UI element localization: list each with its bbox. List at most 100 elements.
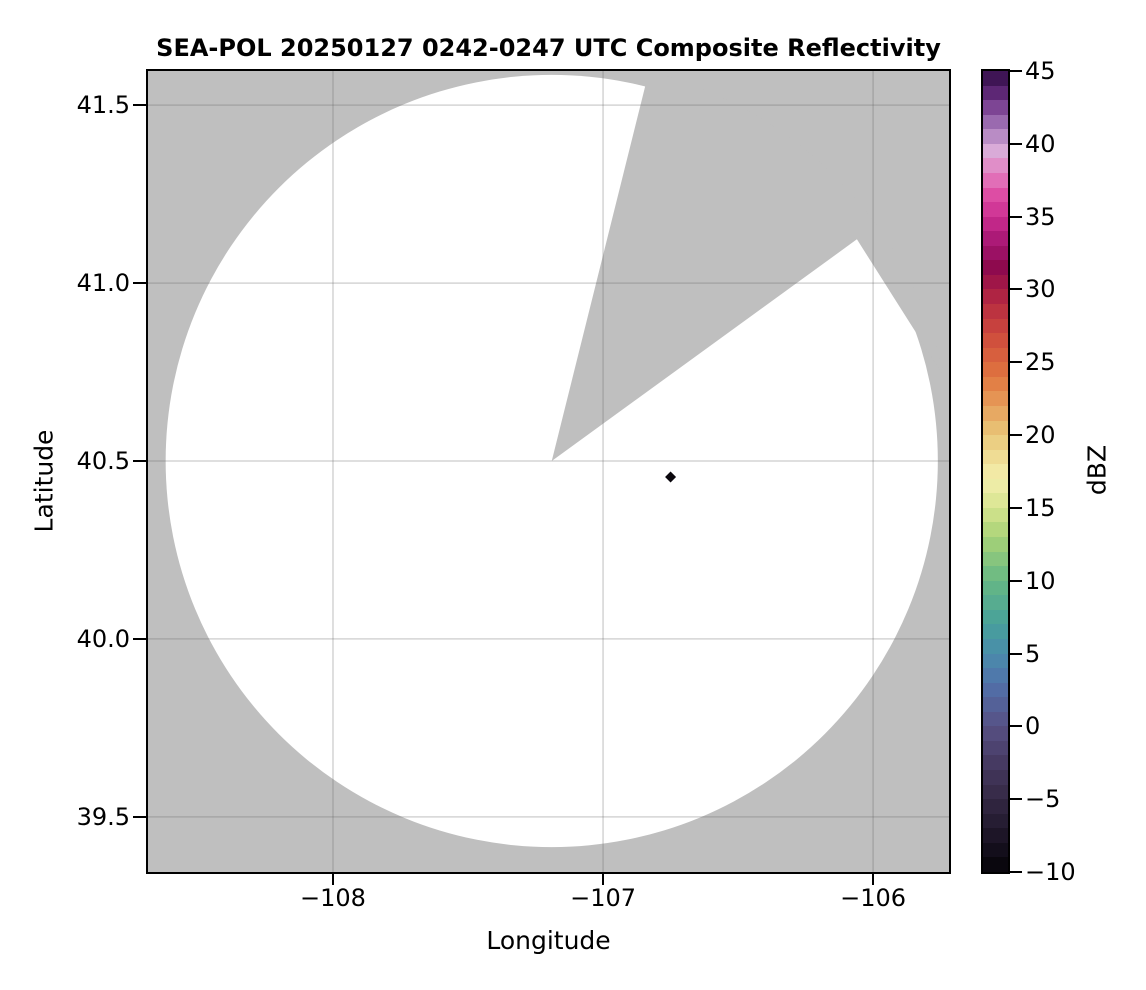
colorbar-cell bbox=[983, 129, 1008, 144]
y-tick-label: 41.0 bbox=[76, 269, 130, 298]
colorbar-cell bbox=[983, 289, 1008, 304]
colorbar-tick-label: 45 bbox=[1025, 57, 1056, 85]
colorbar bbox=[981, 69, 1010, 874]
colorbar-cell bbox=[983, 566, 1008, 581]
colorbar-cell bbox=[983, 857, 1008, 872]
colorbar-cell bbox=[983, 347, 1008, 363]
colorbar-cell bbox=[983, 653, 1008, 669]
colorbar-axis-label: dBZ bbox=[1082, 444, 1112, 496]
colorbar-tick-label: 5 bbox=[1025, 639, 1041, 668]
colorbar-tick-label: 30 bbox=[1025, 275, 1056, 304]
colorbar-cell bbox=[983, 420, 1008, 436]
y-axis-label: Latitude bbox=[29, 429, 59, 533]
colorbar-cell bbox=[983, 158, 1008, 173]
colorbar-cell bbox=[983, 405, 1008, 421]
colorbar-tick-label: 40 bbox=[1025, 129, 1056, 158]
colorbar-cell bbox=[983, 274, 1008, 290]
map-canvas bbox=[148, 71, 949, 872]
colorbar-cell bbox=[983, 449, 1008, 465]
colorbar-cell bbox=[983, 682, 1008, 698]
colorbar-tick-mark bbox=[1009, 871, 1022, 873]
y-tick-mark bbox=[133, 815, 146, 818]
colorbar-tick-label: 10 bbox=[1025, 566, 1056, 595]
colorbar-cell bbox=[983, 391, 1008, 406]
colorbar-cell bbox=[983, 507, 1008, 523]
colorbar-cell bbox=[983, 609, 1008, 625]
colorbar-cell bbox=[983, 726, 1008, 741]
figure-title: SEA-POL 20250127 0242-0247 UTC Composite… bbox=[156, 34, 941, 62]
colorbar-tick-label: 35 bbox=[1025, 202, 1056, 231]
colorbar-cell bbox=[983, 799, 1008, 814]
colorbar-cell bbox=[983, 143, 1008, 159]
x-axis-label: Longitude bbox=[486, 926, 611, 955]
colorbar-cell bbox=[983, 172, 1008, 188]
colorbar-cell bbox=[983, 580, 1008, 596]
y-tick-label: 40.5 bbox=[76, 447, 130, 475]
colorbar-cell bbox=[983, 551, 1008, 567]
colorbar-cell bbox=[983, 537, 1008, 552]
colorbar-tick-label: 15 bbox=[1025, 493, 1056, 522]
x-tick-mark bbox=[602, 874, 605, 885]
y-tick-label: 39.5 bbox=[76, 802, 130, 831]
colorbar-tick-mark bbox=[1009, 70, 1022, 72]
missing-data-sector bbox=[551, 71, 945, 462]
colorbar-cell bbox=[983, 668, 1008, 683]
colorbar-cell bbox=[983, 770, 1008, 785]
colorbar-cell bbox=[983, 522, 1008, 537]
x-tick-label: −106 bbox=[840, 884, 907, 912]
y-tick-mark bbox=[133, 460, 146, 462]
colorbar-cell bbox=[983, 304, 1008, 319]
colorbar-tick-mark bbox=[1009, 142, 1022, 145]
colorbar-cell bbox=[983, 114, 1008, 130]
colorbar-tick-mark bbox=[1009, 434, 1022, 437]
colorbar-tick-mark bbox=[1009, 361, 1022, 364]
colorbar-tick-mark bbox=[1009, 506, 1022, 509]
colorbar-tick-mark bbox=[1009, 652, 1022, 655]
x-tick-mark bbox=[331, 874, 334, 885]
colorbar-cell bbox=[983, 202, 1008, 217]
colorbar-cell bbox=[983, 435, 1008, 450]
colorbar-tick-mark bbox=[1009, 215, 1022, 218]
colorbar-tick-label: 20 bbox=[1025, 421, 1056, 450]
colorbar-cell bbox=[983, 71, 1008, 86]
y-tick-mark bbox=[133, 282, 146, 285]
x-tick-label: −108 bbox=[300, 884, 366, 912]
y-tick-label: 41.5 bbox=[76, 91, 130, 120]
colorbar-cell bbox=[983, 624, 1008, 639]
colorbar-cell bbox=[983, 740, 1008, 756]
x-tick-mark bbox=[872, 874, 875, 885]
colorbar-tick-mark bbox=[1009, 798, 1022, 801]
colorbar-tick-label: −5 bbox=[1025, 785, 1061, 814]
colorbar-cell bbox=[983, 813, 1008, 829]
colorbar-tick-mark bbox=[1009, 288, 1022, 291]
y-tick-mark bbox=[133, 104, 146, 107]
colorbar-tick-label: 25 bbox=[1025, 348, 1056, 377]
colorbar-tick-label: −10 bbox=[1025, 858, 1076, 886]
colorbar-cell bbox=[983, 245, 1008, 261]
colorbar-cell bbox=[983, 842, 1008, 858]
radar-echo-marker bbox=[665, 471, 677, 483]
x-tick-label: −107 bbox=[570, 884, 636, 912]
colorbar-cell bbox=[983, 100, 1008, 115]
colorbar-cell bbox=[983, 85, 1008, 101]
colorbar-cell bbox=[983, 231, 1008, 246]
colorbar-tick-mark bbox=[1009, 579, 1022, 582]
y-tick-label: 40.0 bbox=[76, 624, 130, 653]
colorbar-cell bbox=[983, 187, 1008, 203]
colorbar-cell bbox=[983, 216, 1008, 232]
colorbar-cell bbox=[983, 260, 1008, 275]
colorbar-cell bbox=[983, 755, 1008, 770]
y-tick-mark bbox=[133, 637, 146, 640]
plot-area bbox=[146, 69, 951, 874]
colorbar-cell bbox=[983, 464, 1008, 479]
colorbar-cell bbox=[983, 478, 1008, 494]
colorbar-cell bbox=[983, 784, 1008, 800]
colorbar-cell bbox=[983, 697, 1008, 712]
colorbar-cell bbox=[983, 828, 1008, 843]
colorbar-tick-label: 0 bbox=[1025, 712, 1041, 741]
colorbar-tick-mark bbox=[1009, 725, 1022, 728]
colorbar-cell bbox=[983, 595, 1008, 610]
colorbar-cell bbox=[983, 318, 1008, 334]
colorbar-cell bbox=[983, 333, 1008, 348]
